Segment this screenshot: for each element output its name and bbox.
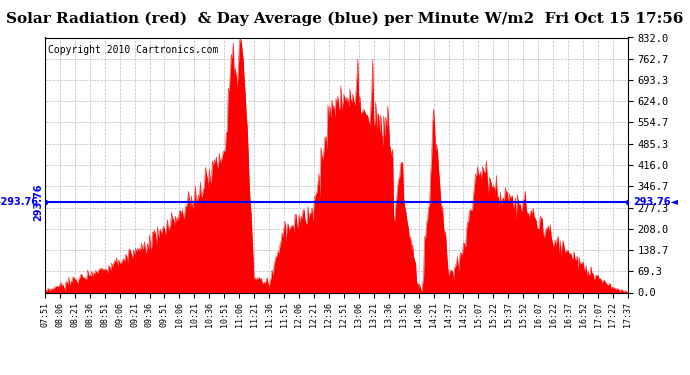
Text: Solar Radiation (red)  & Day Average (blue) per Minute W/m2  Fri Oct 15 17:56: Solar Radiation (red) & Day Average (blu… [6,11,684,26]
Text: 293.76: 293.76 [33,184,43,221]
Text: Copyright 2010 Cartronics.com: Copyright 2010 Cartronics.com [48,45,218,55]
Text: 293.76◄: 293.76◄ [633,198,679,207]
Text: ►293.76: ►293.76 [0,198,39,207]
